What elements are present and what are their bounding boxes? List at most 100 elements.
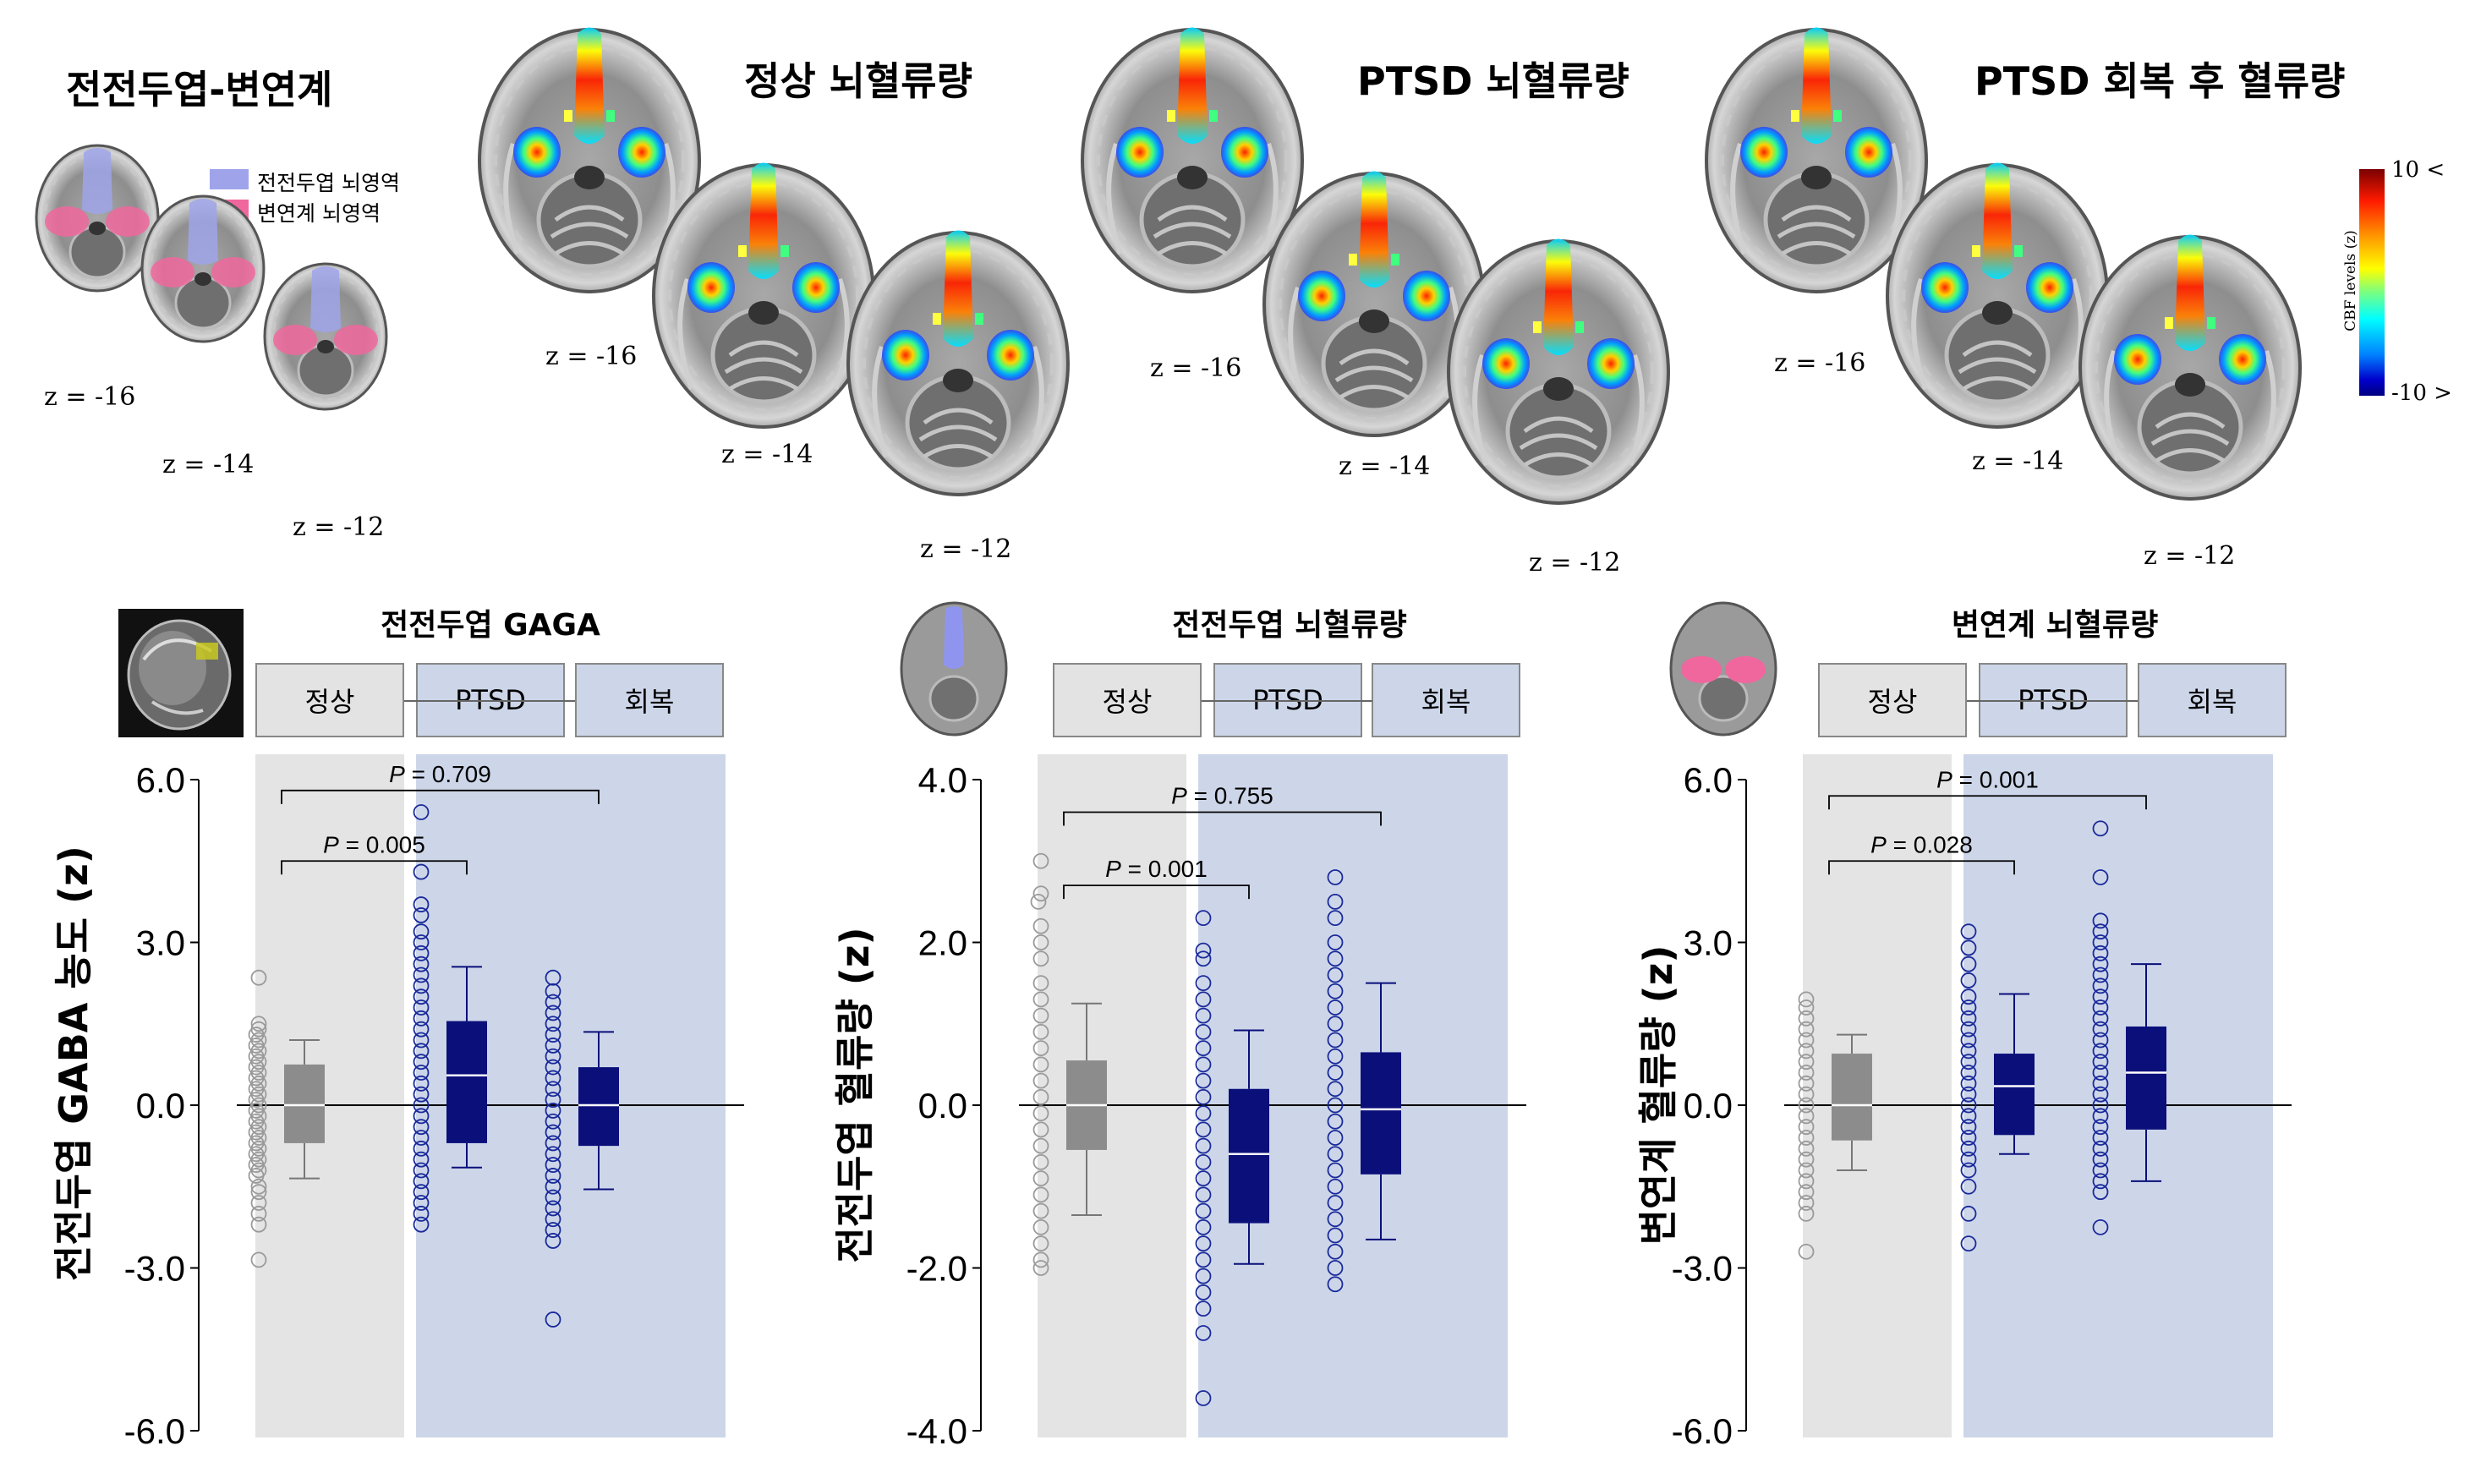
data-point [1798, 1075, 1815, 1092]
data-point [1032, 1251, 1049, 1268]
data-point [1327, 967, 1344, 983]
roi-brain-z14 [140, 194, 266, 343]
data-point [1327, 1097, 1344, 1114]
data-point [1195, 1137, 1212, 1154]
data-point [413, 1216, 430, 1233]
data-point [2092, 988, 2109, 1005]
roi-z-label: z = -14 [162, 450, 255, 479]
data-point [1798, 1195, 1815, 1211]
data-point [1960, 1151, 1977, 1168]
data-point [2092, 1097, 2109, 1114]
data-point [1960, 1097, 1977, 1114]
roi-brain-z12 [263, 262, 388, 411]
data-point [1327, 1146, 1344, 1163]
data-point [250, 1184, 267, 1201]
panel3-group-normal: 정상 [1818, 663, 1967, 737]
data-point [545, 1178, 561, 1195]
data-point [250, 1016, 267, 1032]
data-point [1195, 1301, 1212, 1317]
data-point [1030, 893, 1047, 910]
data-point [1032, 991, 1049, 1008]
data-point [2092, 1130, 2109, 1146]
panel2-group-recovery: 회복 [1372, 663, 1520, 737]
prefrontal-legend-swatch [210, 169, 249, 189]
panel2-boxplot: 4.0 2.0 0.0 -2.0 -4.0 P = 0.001 P = 0.755 [906, 754, 1526, 1446]
roi-brain-z16 [35, 144, 160, 293]
data-point [545, 1157, 561, 1173]
y-tick-label: 2.0 [918, 923, 967, 963]
data-point [413, 1086, 430, 1103]
data-point [413, 1151, 430, 1168]
data-point [545, 983, 561, 999]
data-point [2092, 869, 2109, 885]
mri-sagittal-thumbnail [118, 609, 244, 737]
data-point [1327, 999, 1344, 1016]
data-point [1960, 1010, 1977, 1027]
data-point [1960, 923, 1977, 940]
data-point [413, 1021, 430, 1038]
data-point [1032, 975, 1049, 992]
data-point [1327, 1016, 1344, 1032]
data-point [545, 1070, 561, 1087]
data-point [1798, 1119, 1815, 1136]
y-tick-label: 6.0 [136, 760, 185, 800]
data-point [413, 907, 430, 923]
data-point [1032, 1121, 1049, 1138]
data-point [1327, 1178, 1344, 1195]
panel1-group-recovery: 회복 [575, 663, 724, 737]
data-point [413, 1205, 430, 1222]
data-point [1960, 1043, 1977, 1060]
data-point [1798, 1065, 1815, 1081]
data-point [1195, 1040, 1212, 1057]
y-tick-label: 0.0 [1684, 1086, 1733, 1125]
data-point [1195, 1170, 1212, 1187]
data-point [1327, 1081, 1344, 1098]
data-point [545, 1168, 561, 1184]
y-tick-label: -4.0 [906, 1411, 967, 1446]
normal-z-label: z = -16 [545, 342, 638, 371]
data-point [1032, 917, 1049, 934]
data-point [248, 1168, 265, 1184]
data-point [250, 969, 267, 986]
data-point [2092, 945, 2109, 961]
ptsd-z-label: z = -16 [1150, 353, 1242, 383]
data-point [2092, 820, 2109, 837]
data-point [545, 1113, 561, 1130]
ptsd-z-label: z = -12 [1529, 548, 1621, 578]
data-point [1798, 1151, 1815, 1168]
data-point [1960, 1065, 1977, 1081]
normal-cbf-title: 정상 뇌혈류량 [744, 58, 972, 104]
data-point [413, 1043, 430, 1060]
data-point [1032, 1105, 1049, 1122]
data-point [1195, 1007, 1212, 1024]
data-point [1798, 1173, 1815, 1190]
recovery-z-label: z = -14 [1972, 446, 2064, 476]
data-point [1798, 1010, 1815, 1027]
data-point [1960, 999, 1977, 1016]
data-point [2092, 1119, 2109, 1136]
data-point [2092, 1075, 2109, 1092]
p-value-label: P = 0.028 [1870, 831, 1973, 857]
data-point [413, 945, 430, 961]
y-tick-label: 6.0 [1684, 760, 1733, 800]
data-point [1195, 1390, 1212, 1406]
box [578, 1067, 619, 1147]
data-point [1195, 1105, 1212, 1122]
box [284, 1064, 325, 1143]
recovery-brain-z14 [1887, 163, 2107, 428]
data-point [413, 999, 430, 1016]
panel1-group-normal: 정상 [255, 663, 404, 737]
y-tick-label: 0.0 [136, 1086, 185, 1125]
data-point [413, 1097, 430, 1114]
data-point [1032, 1023, 1049, 1040]
y-tick-label: -6.0 [1672, 1411, 1733, 1446]
data-point [1960, 939, 1977, 956]
colorbar-min-label: -10 > [2391, 381, 2452, 406]
normal-group-background [255, 754, 404, 1437]
data-point [1032, 1153, 1049, 1170]
normal-group-background [1038, 754, 1186, 1437]
data-point [1195, 1202, 1212, 1219]
data-point [1327, 893, 1344, 910]
data-point [1327, 1260, 1344, 1276]
data-point [413, 1173, 430, 1190]
